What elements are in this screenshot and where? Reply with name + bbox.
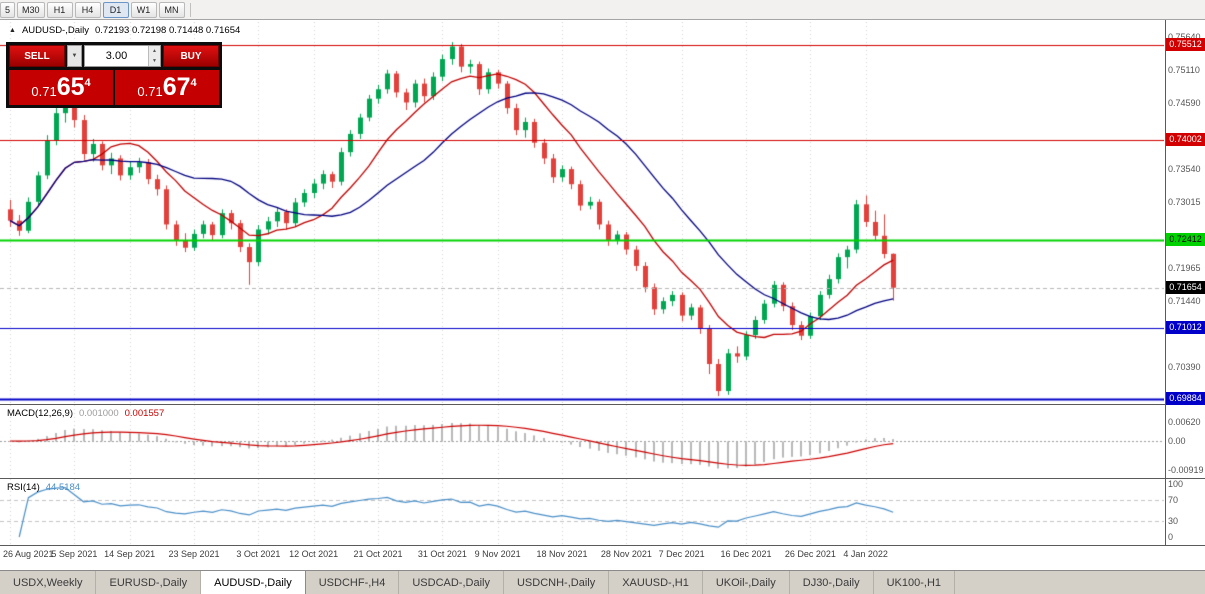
panel-separator xyxy=(0,545,1205,546)
chart-tab[interactable]: UKOil-,Daily xyxy=(703,571,790,594)
price-axis-label: 0.75110 xyxy=(1168,65,1200,76)
date-label: 28 Nov 2021 xyxy=(600,549,652,559)
timeframe-button-5[interactable]: 5 xyxy=(0,1,16,18)
date-label: 26 Aug 2021 xyxy=(3,549,54,559)
panel-separator[interactable] xyxy=(0,404,1205,405)
macd-label: MACD(12,26,9) 0.001000 0.001557 xyxy=(7,408,164,419)
chart-tab[interactable]: USDX,Weekly xyxy=(0,571,97,594)
sell-button[interactable]: SELL xyxy=(9,45,65,67)
date-label: 9 Nov 2021 xyxy=(474,549,521,559)
timeframe-toolbar: 5 M30 H1 H4 D1 W1 MN xyxy=(0,0,1205,20)
chart-tab[interactable]: AUDUSD-,Daily xyxy=(201,571,306,594)
chart-tab[interactable]: DJ30-,Daily xyxy=(790,571,874,594)
chart-tab[interactable]: UK100-,H1 xyxy=(874,571,956,594)
macd-main-value: 0.001000 xyxy=(79,408,119,419)
chart-tab[interactable]: EURUSD-,Daily xyxy=(96,571,202,594)
ask-big-digits: 67 xyxy=(162,73,191,101)
rsi-indicator-canvas[interactable] xyxy=(0,479,1164,545)
rsi-axis-label: 70 xyxy=(1168,494,1179,505)
macd-name: MACD(12,26,9) xyxy=(7,408,73,419)
price-level-badge: 0.75512 xyxy=(1166,38,1205,51)
date-label: 31 Oct 2021 xyxy=(417,549,467,559)
date-label: 21 Oct 2021 xyxy=(353,549,403,559)
volume-increase-icon[interactable]: ▲ xyxy=(149,46,160,56)
price-axis-label: 0.75640 xyxy=(1168,32,1201,43)
price-level-badge: 0.71012 xyxy=(1166,321,1205,334)
timeframe-button-w1[interactable]: W1 xyxy=(130,1,157,18)
date-label: 16 Dec 2021 xyxy=(720,549,772,559)
date-label: 3 Oct 2021 xyxy=(236,549,281,559)
bid-pip-digit: 4 xyxy=(84,76,91,89)
timeframe-button-h1[interactable]: H1 xyxy=(46,1,73,18)
one-click-trading-widget: SELL ▼ ▲ ▼ BUY 0.71 65 4 0.71 67 4 xyxy=(6,42,222,108)
chart-header: ▲ AUDUSD-,Daily 0.72193 0.72198 0.71448 … xyxy=(9,25,240,36)
volume-spinner: ▲ ▼ xyxy=(148,46,160,66)
volume-decrease-icon[interactable]: ▼ xyxy=(149,56,160,66)
price-level-badge: 0.74002 xyxy=(1166,133,1205,146)
buy-button[interactable]: BUY xyxy=(163,45,219,67)
date-label: 7 Dec 2021 xyxy=(658,549,705,559)
volume-dropdown-button[interactable]: ▼ xyxy=(67,45,82,67)
macd-axis-label: 0.00620 xyxy=(1168,416,1201,427)
bid-big-digits: 65 xyxy=(56,73,85,101)
date-label: 4 Jan 2022 xyxy=(843,549,888,559)
price-axis-label: 0.73015 xyxy=(1168,197,1201,208)
date-label: 18 Nov 2021 xyxy=(536,549,588,559)
date-label: 12 Oct 2021 xyxy=(289,549,339,559)
rsi-axis-label: 100 xyxy=(1168,479,1184,489)
date-label: 5 Sep 2021 xyxy=(51,549,98,559)
bid-prefix: 0.71 xyxy=(31,84,57,99)
date-label: 14 Sep 2021 xyxy=(104,549,156,559)
rsi-label: RSI(14) 44.5184 xyxy=(7,482,80,493)
chart-symbol-icon: ▲ xyxy=(9,27,16,34)
price-axis-label: 0.70390 xyxy=(1168,362,1201,373)
date-label: 23 Sep 2021 xyxy=(168,549,220,559)
rsi-value: 44.5184 xyxy=(45,482,81,493)
price-axis-label: 0.73540 xyxy=(1168,164,1201,175)
price-axis-label: 0.71965 xyxy=(1168,263,1201,274)
rsi-axis-label: 0 xyxy=(1168,532,1174,542)
date-label: 26 Dec 2021 xyxy=(784,549,836,559)
timeframe-button-h4[interactable]: H4 xyxy=(74,1,101,18)
ask-price-display[interactable]: 0.71 67 4 xyxy=(115,70,219,105)
rsi-name: RSI(14) xyxy=(7,482,40,493)
bid-price-display[interactable]: 0.71 65 4 xyxy=(9,70,113,105)
ask-pip-digit: 4 xyxy=(190,76,197,89)
toolbar-separator xyxy=(189,2,191,17)
price-axis-label: 0.71440 xyxy=(1168,296,1201,307)
macd-axis-label: 0.00 xyxy=(1168,436,1186,446)
chart-tab[interactable]: USDCHF-,H4 xyxy=(306,571,400,594)
timeframe-button-m30[interactable]: M30 xyxy=(17,1,45,18)
chart-tab[interactable]: USDCAD-,Daily xyxy=(399,571,504,594)
price-axis-label: 0.74590 xyxy=(1168,98,1201,109)
ask-prefix: 0.71 xyxy=(137,84,163,99)
chart-tabs-bar: USDX,Weekly EURUSD-,Daily AUDUSD-,Daily USD… xyxy=(0,570,1205,594)
macd-signal-value: 0.001557 xyxy=(124,408,165,419)
timeframe-button-mn[interactable]: MN xyxy=(158,1,185,18)
timeframe-button-d1[interactable]: D1 xyxy=(102,1,129,18)
volume-box: ▲ ▼ xyxy=(84,45,161,67)
chart-ohlc-values: 0.72193 0.72198 0.71448 0.71654 xyxy=(94,25,241,36)
macd-indicator-canvas[interactable] xyxy=(0,405,1164,477)
panel-separator[interactable] xyxy=(0,478,1205,479)
volume-input[interactable] xyxy=(85,46,148,66)
chart-symbol-period: AUDUSD-,Daily xyxy=(21,25,89,36)
price-level-badge: 0.72412 xyxy=(1166,233,1205,246)
rsi-axis-label: 30 xyxy=(1168,516,1179,527)
chart-tab[interactable]: XAUUSD-,H1 xyxy=(609,571,703,594)
macd-axis-label: -0.00919 xyxy=(1168,464,1204,475)
price-axis-divider xyxy=(1165,20,1166,546)
chart-tab[interactable]: USDCNH-,Daily xyxy=(504,571,610,594)
current-price-badge: 0.71654 xyxy=(1166,281,1205,294)
